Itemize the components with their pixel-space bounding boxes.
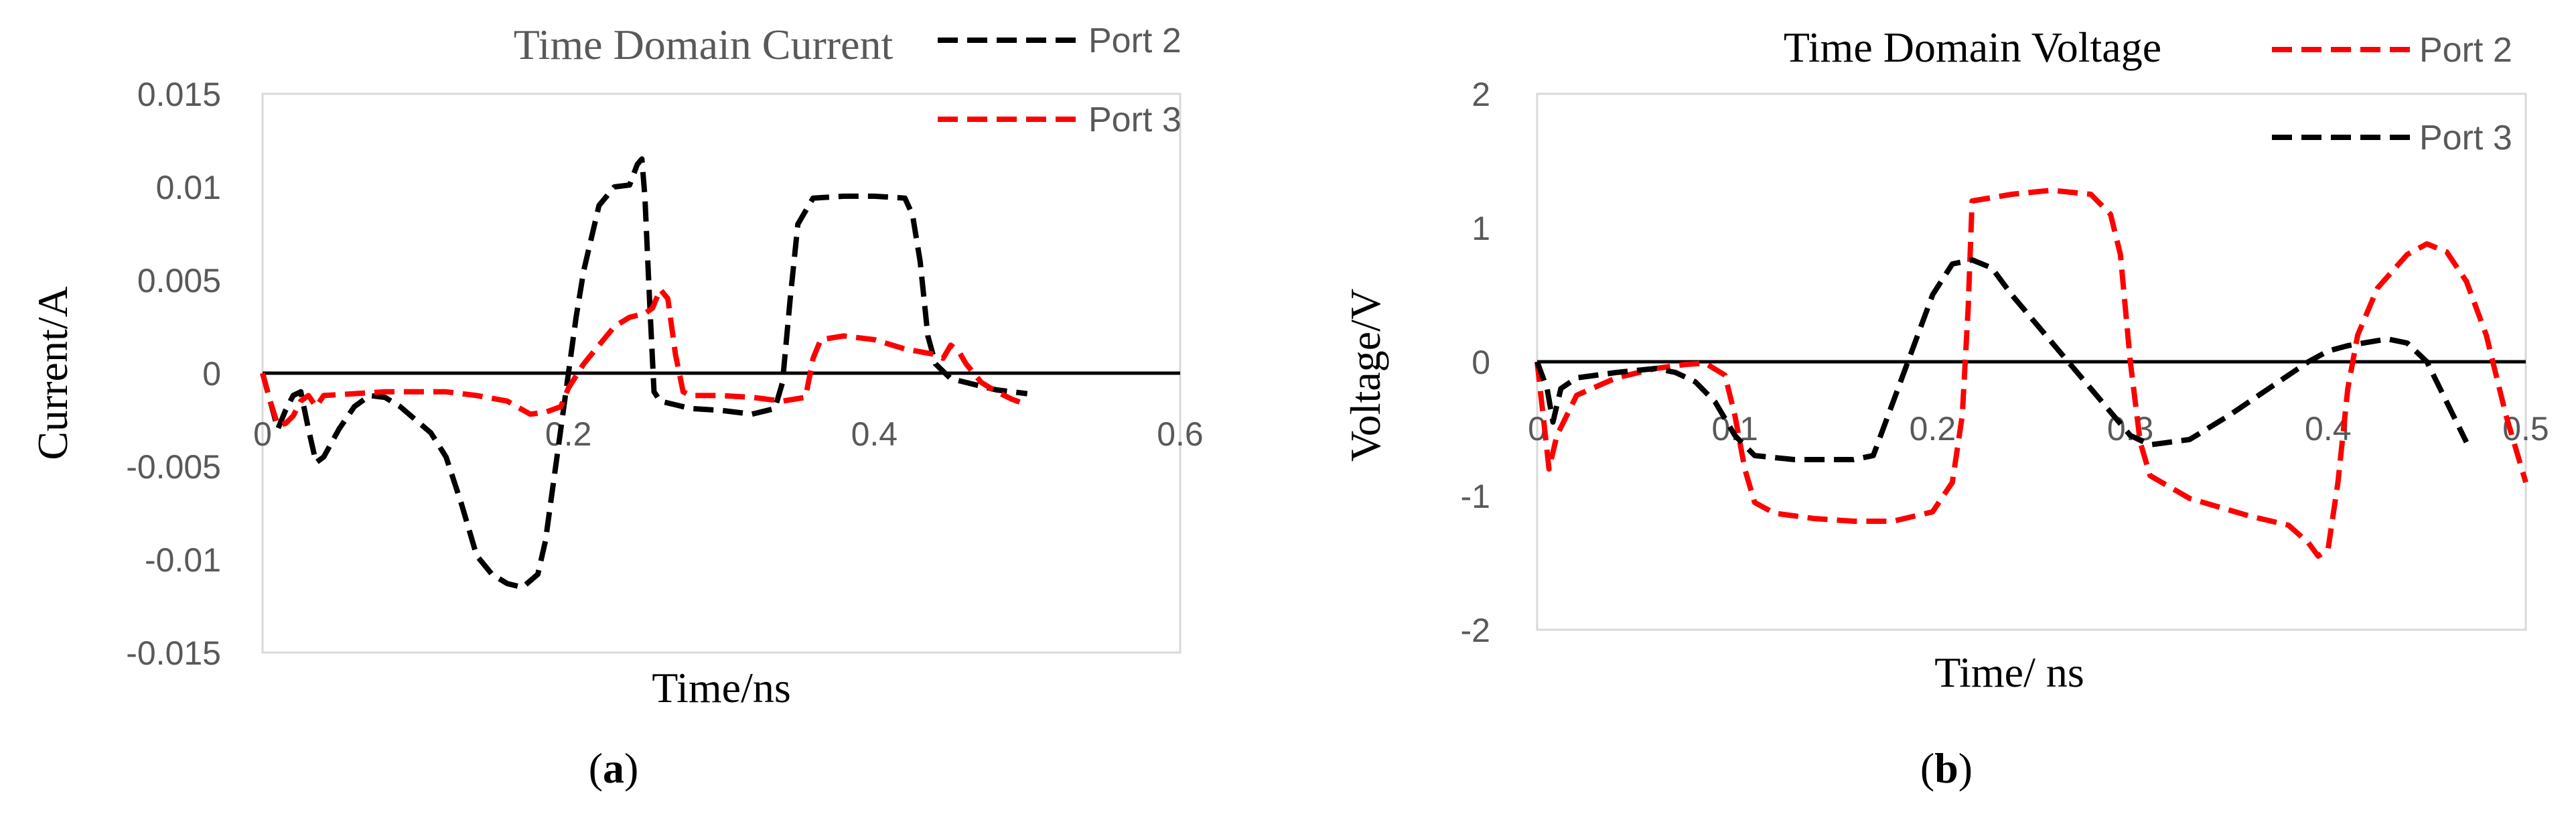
chart-b-panel-letter: b — [1934, 744, 1958, 792]
chart-a-y-tick-label: -0.005 — [126, 448, 221, 486]
chart-a-series-port-3-line — [260, 286, 1029, 428]
chart-b-legend-label-port-3: Port 3 — [2419, 119, 2512, 157]
chart-a-x-ticks: 0 0.2 0.4 0.6 — [253, 415, 1204, 453]
chart-a-y-tick-label: -0.015 — [126, 634, 221, 672]
chart-b-xlabel: Time/ ns — [1934, 649, 2084, 696]
chart-a-legend: Port 2 Port 3 — [938, 21, 1182, 139]
chart-a-series-group — [260, 156, 1029, 590]
chart-a-x-tick-label: 0.6 — [1157, 415, 1204, 453]
chart-a-series-port-2-line — [260, 156, 1028, 590]
chart-b-y-ticks: 2 1 0 -1 -2 — [1461, 76, 1490, 649]
chart-b-x-tick-label: 0.2 — [1910, 410, 1956, 448]
chart-a-y-tick-label: 0 — [202, 355, 221, 393]
chart-a-y-tick-label: 0.005 — [137, 262, 221, 299]
chart-a-panel-label: (a) — [589, 744, 639, 792]
chart-b-y-tick-label: 0 — [1472, 344, 1490, 381]
chart-a-y-tick-label: 0.01 — [156, 169, 221, 206]
chart-a-legend-label-port-2: Port 2 — [1088, 21, 1182, 60]
chart-b-x-ticks: 0 0.1 0.2 0.3 0.4 0.5 — [1528, 410, 2549, 448]
chart-b-series-port-2-line — [1534, 188, 2528, 559]
chart-a-legend-item-port-3: Port 3 — [938, 100, 1182, 139]
chart-b-series-port-3-line — [1534, 257, 2469, 462]
chart-a-y-tick-label: -0.01 — [145, 541, 221, 579]
chart-b-title: Time Domain Voltage — [1784, 23, 2161, 71]
chart-a-legend-label-port-3: Port 3 — [1088, 100, 1182, 139]
chart-a-panel-letter: a — [603, 744, 624, 792]
chart-a-x-tick-label: 0.2 — [545, 415, 592, 453]
chart-b-legend: Port 2 Port 3 — [2272, 31, 2512, 157]
chart-b-ylabel: Voltage/V — [1342, 289, 1389, 462]
chart-b-y-tick-label: 1 — [1472, 210, 1490, 247]
chart-a-legend-item-port-2: Port 2 — [938, 21, 1182, 60]
chart-b-legend-item-port-3: Port 3 — [2272, 119, 2512, 157]
chart-a-ylabel: Current/A — [29, 286, 76, 460]
chart-b-y-tick-label: -2 — [1461, 612, 1490, 649]
chart-b-y-tick-label: 2 — [1472, 76, 1490, 113]
chart-b-legend-item-port-2: Port 2 — [2272, 31, 2512, 70]
chart-a-title: Time Domain Current — [514, 21, 893, 68]
chart-b-panel-label: (b) — [1920, 744, 1973, 792]
chart-b-y-tick-label: -1 — [1461, 478, 1490, 515]
chart-a-y-tick-label: 0.015 — [137, 76, 221, 113]
chart-a-y-ticks: 0.015 0.01 0.005 0 -0.005 -0.01 -0.015 — [126, 76, 221, 672]
chart-b-series-group — [1534, 188, 2528, 559]
chart-a-x-tick-label: 0.4 — [851, 415, 898, 453]
chart-a-xlabel: Time/ns — [652, 664, 791, 711]
chart-b-legend-label-port-2: Port 2 — [2419, 31, 2512, 70]
chart-a: Time Domain Current Current/A Time/ns 0.… — [29, 21, 1204, 792]
chart-b: Time Domain Voltage Voltage/V Time/ ns 2… — [1342, 23, 2549, 792]
chart-a-x-tick-label: 0 — [253, 415, 272, 453]
